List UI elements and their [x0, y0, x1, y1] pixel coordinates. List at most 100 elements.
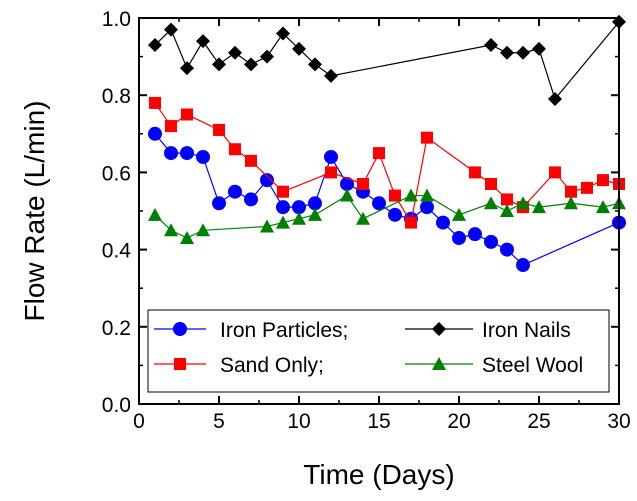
- data-point: [148, 38, 162, 53]
- x-tick-label: 20: [447, 410, 470, 433]
- data-point: [260, 219, 274, 233]
- data-point: [324, 68, 338, 83]
- legend-marker: [432, 322, 446, 336]
- data-point: [180, 146, 194, 161]
- x-tick-label: 30: [607, 410, 630, 433]
- y-tick-label: 0.6: [102, 162, 131, 185]
- data-point: [165, 120, 177, 133]
- legend: Iron Particles; Iron Nails Sand Only; Steel…: [147, 309, 610, 393]
- data-point: [213, 123, 225, 136]
- data-point: [501, 193, 513, 206]
- x-tick-label: 25: [527, 410, 550, 433]
- data-point: [228, 184, 242, 199]
- data-point: [228, 45, 242, 60]
- y-tick-label: 0.2: [102, 317, 131, 340]
- data-point: [516, 196, 530, 210]
- data-point: [292, 41, 306, 56]
- data-point: [405, 216, 417, 229]
- data-point: [308, 57, 322, 72]
- data-point: [276, 200, 290, 215]
- data-point: [468, 227, 482, 242]
- series-1: [148, 14, 626, 107]
- data-point: [484, 196, 498, 210]
- data-point: [212, 57, 226, 72]
- data-point: [260, 49, 274, 64]
- legend-label: Sand Only;: [220, 354, 324, 377]
- data-point: [389, 189, 401, 202]
- data-point: [373, 147, 385, 160]
- data-point: [276, 215, 290, 229]
- series-3: [148, 188, 626, 245]
- data-point: [325, 166, 337, 179]
- y-tick-label: 1.0: [102, 8, 131, 31]
- data-point: [180, 231, 194, 245]
- data-point: [357, 177, 369, 190]
- data-point: [549, 166, 561, 179]
- series-layer: [148, 14, 626, 273]
- data-point: [516, 45, 530, 60]
- data-point: [308, 196, 322, 211]
- y-tick-label: 0.8: [102, 85, 131, 108]
- data-point: [500, 242, 514, 257]
- data-point: [420, 200, 434, 215]
- data-point: [356, 211, 370, 225]
- data-point: [597, 174, 609, 187]
- data-point: [548, 92, 562, 107]
- data-point: [388, 207, 402, 222]
- data-point: [164, 146, 178, 161]
- data-point: [420, 188, 434, 202]
- data-point: [245, 154, 257, 167]
- series-0: [148, 126, 626, 273]
- ticks-layer: 0 5 10 15 20 25 30 0.0 0.2 0.4 0.6 0.8 1.0: [102, 8, 631, 433]
- data-point: [564, 196, 578, 210]
- data-point: [421, 131, 433, 144]
- legend-label: Steel Wool: [482, 354, 583, 377]
- y-tick-label: 0.4: [102, 240, 132, 263]
- data-point: [292, 211, 306, 225]
- legend-marker: [174, 358, 186, 370]
- data-point: [181, 108, 193, 121]
- series-line: [154, 21, 620, 101]
- data-point: [516, 258, 530, 273]
- legend-label: Iron Nails: [482, 319, 571, 342]
- data-point: [484, 38, 498, 53]
- legend-label: Iron Particles;: [220, 319, 348, 342]
- data-point: [244, 192, 258, 207]
- series-line: [154, 102, 620, 225]
- legend-items: Iron Particles; Iron Nails Sand Only; Steel…: [154, 319, 583, 377]
- x-tick-label: 10: [287, 410, 310, 433]
- x-tick-label: 5: [213, 410, 225, 433]
- data-point: [340, 188, 354, 202]
- data-point: [452, 207, 466, 221]
- y-axis-title: Flow Rate (L/min): [19, 101, 50, 322]
- y-tick-label: 0.0: [102, 394, 131, 417]
- data-point: [372, 196, 386, 211]
- data-point: [196, 149, 210, 164]
- data-point: [452, 231, 466, 246]
- data-point: [340, 176, 354, 191]
- legend-marker: [173, 322, 187, 336]
- legend-item: Iron Nails: [405, 319, 571, 342]
- data-point: [565, 185, 577, 198]
- data-point: [581, 181, 593, 194]
- data-point: [469, 166, 481, 179]
- data-point: [292, 200, 306, 215]
- data-point: [260, 173, 274, 188]
- data-point: [308, 207, 322, 221]
- legend-item: Sand Only;: [154, 354, 324, 377]
- data-point: [212, 196, 226, 211]
- data-point: [484, 234, 498, 249]
- data-point: [229, 143, 241, 156]
- data-point: [436, 215, 450, 230]
- data-point: [485, 177, 497, 190]
- data-point: [164, 22, 178, 37]
- data-point: [196, 34, 210, 49]
- data-point: [324, 149, 338, 164]
- data-point: [164, 223, 178, 237]
- data-point: [276, 26, 290, 41]
- x-axis-title: Time (Days): [303, 459, 454, 490]
- data-point: [148, 207, 162, 221]
- data-point: [532, 41, 546, 56]
- legend-item: Iron Particles;: [154, 319, 348, 342]
